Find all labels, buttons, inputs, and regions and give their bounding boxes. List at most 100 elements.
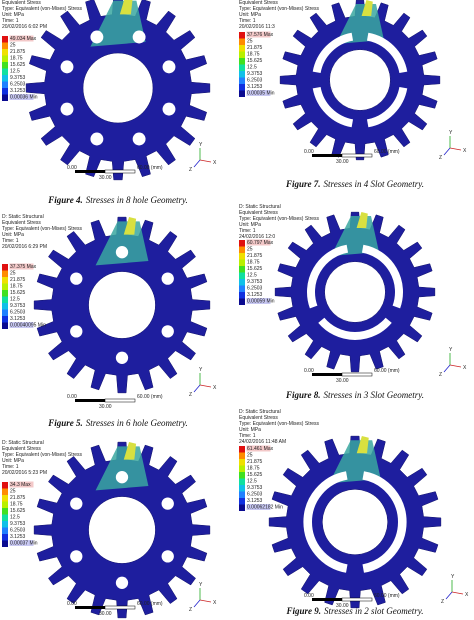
triad-axis bbox=[443, 364, 451, 373]
legend-swatch bbox=[239, 90, 245, 97]
legend-label: 60.797 Max bbox=[247, 240, 274, 246]
legend-header: Unit: MPa bbox=[239, 12, 261, 18]
legend-swatch bbox=[239, 272, 245, 279]
slot bbox=[312, 32, 354, 74]
legend-swatch bbox=[2, 482, 8, 489]
triad-label: X bbox=[213, 385, 217, 391]
legend-swatch bbox=[239, 77, 245, 84]
legend-header: Equivalent Stress bbox=[239, 0, 278, 6]
legend-swatch bbox=[2, 68, 8, 75]
legend-swatch bbox=[2, 42, 8, 49]
caption-label: Figure 9. bbox=[286, 606, 322, 616]
legend-label: 6.2503 bbox=[10, 528, 26, 534]
slot bbox=[366, 86, 408, 128]
legend-label-box bbox=[246, 31, 271, 38]
center-bore bbox=[88, 271, 156, 339]
legend-swatch bbox=[2, 62, 8, 69]
legend-label: 21.875 bbox=[10, 495, 26, 501]
legend-label: 3.1253 bbox=[10, 316, 26, 322]
caption-label: Figure 5. bbox=[47, 418, 83, 428]
legend-label: 21.875 bbox=[10, 49, 26, 55]
legend-label-box bbox=[9, 322, 34, 328]
legend-header: Equivalent Stress bbox=[2, 446, 41, 452]
legend-header: Type: Equivalent (von-Mises) Stress bbox=[2, 6, 83, 12]
triad-label: Z bbox=[439, 372, 442, 378]
scale-label: 30.00 bbox=[336, 603, 349, 609]
legend-header: 20/02/2016 5:23 PM bbox=[2, 470, 47, 476]
legend-swatch bbox=[239, 285, 245, 292]
scale-label: 30.00 bbox=[99, 404, 112, 410]
legend-swatch bbox=[239, 32, 245, 39]
legend-swatch bbox=[239, 498, 245, 505]
triad-axis bbox=[451, 591, 464, 595]
scale-label: 0.00 bbox=[304, 149, 314, 155]
legend-swatch bbox=[2, 55, 8, 62]
slot bbox=[318, 317, 392, 340]
legend-label: 6.2503 bbox=[247, 492, 263, 498]
legend-header: Type: Equivalent (von-Mises) Stress bbox=[2, 452, 83, 458]
stress-zone bbox=[95, 221, 149, 266]
legend-header: Time: 1 bbox=[2, 18, 19, 24]
caption-text: Stresses in 4 Slot Geometry. bbox=[324, 179, 424, 189]
scale-label: 60.00 (mm) bbox=[137, 394, 163, 400]
scale-bar-black bbox=[312, 598, 342, 601]
legend-swatch bbox=[2, 309, 8, 316]
legend-swatch bbox=[239, 504, 245, 511]
legend-swatch bbox=[239, 446, 245, 453]
scale-bar-white bbox=[104, 398, 136, 403]
slot bbox=[312, 86, 354, 128]
legend-label: 18.75 bbox=[10, 502, 23, 508]
legend-swatch bbox=[2, 488, 8, 495]
figure-caption: Figure 8. Stresses in 3 Slot Geometry. bbox=[285, 390, 424, 400]
legend-label-box bbox=[9, 481, 34, 488]
lightening-hole bbox=[162, 102, 176, 116]
legend-header: Time: 1 bbox=[2, 238, 19, 244]
stress-peak bbox=[119, 0, 133, 15]
legend-swatch bbox=[239, 292, 245, 299]
legend-label: 9.3753 bbox=[247, 71, 263, 77]
scale-bar-white bbox=[104, 169, 136, 174]
lightening-hole bbox=[70, 497, 83, 510]
legend-label: 3.1253 bbox=[10, 88, 26, 94]
legend-swatch bbox=[239, 298, 245, 305]
legend-header: 20/02/2016 6:02 PM bbox=[2, 24, 47, 30]
lightening-hole bbox=[161, 272, 174, 285]
legend-swatch bbox=[2, 270, 8, 277]
legend-label: 0.00062182 Min bbox=[247, 505, 283, 511]
legend-label: 12.5 bbox=[10, 297, 20, 303]
legend-label: 9.3753 bbox=[247, 279, 263, 285]
scale-label: 60.00 (mm) bbox=[374, 368, 400, 374]
legend-label: 25 bbox=[10, 43, 16, 49]
slot bbox=[362, 471, 407, 573]
legend-label: 21.875 bbox=[247, 253, 263, 259]
legend-label: 0.00036 Min bbox=[10, 95, 38, 101]
legend-label: 12.5 bbox=[10, 69, 20, 75]
lightening-hole bbox=[90, 132, 104, 146]
legend-swatch bbox=[2, 508, 8, 515]
lightening-hole bbox=[115, 471, 129, 484]
legend-swatch bbox=[239, 491, 245, 498]
legend-header: D: Static Structural bbox=[239, 204, 281, 210]
legend-label: 49.034 Max bbox=[10, 36, 37, 42]
caption-text: Stresses in 3 Slot Geometry. bbox=[324, 390, 424, 400]
legend-swatch bbox=[239, 472, 245, 479]
slot bbox=[361, 244, 403, 309]
scale-label: 30.00 bbox=[336, 378, 349, 384]
legend-swatch bbox=[2, 277, 8, 284]
triad-label: Z bbox=[441, 599, 444, 605]
legend-swatch bbox=[239, 259, 245, 266]
legend-swatch bbox=[2, 514, 8, 521]
legend-label-box bbox=[246, 504, 271, 510]
lightening-hole bbox=[70, 325, 83, 338]
scale-bar-black bbox=[75, 606, 105, 609]
legend-label: 3.1253 bbox=[247, 84, 263, 90]
legend-swatch bbox=[239, 266, 245, 273]
caption-label: Figure 4. bbox=[47, 195, 83, 205]
legend-header: 20/02/2016 6:29 PM bbox=[2, 244, 47, 250]
legend-label: 6.2503 bbox=[247, 78, 263, 84]
triad-label: Z bbox=[439, 155, 442, 161]
legend-label: 18.75 bbox=[247, 466, 260, 472]
legend-label: 25 bbox=[247, 247, 253, 253]
